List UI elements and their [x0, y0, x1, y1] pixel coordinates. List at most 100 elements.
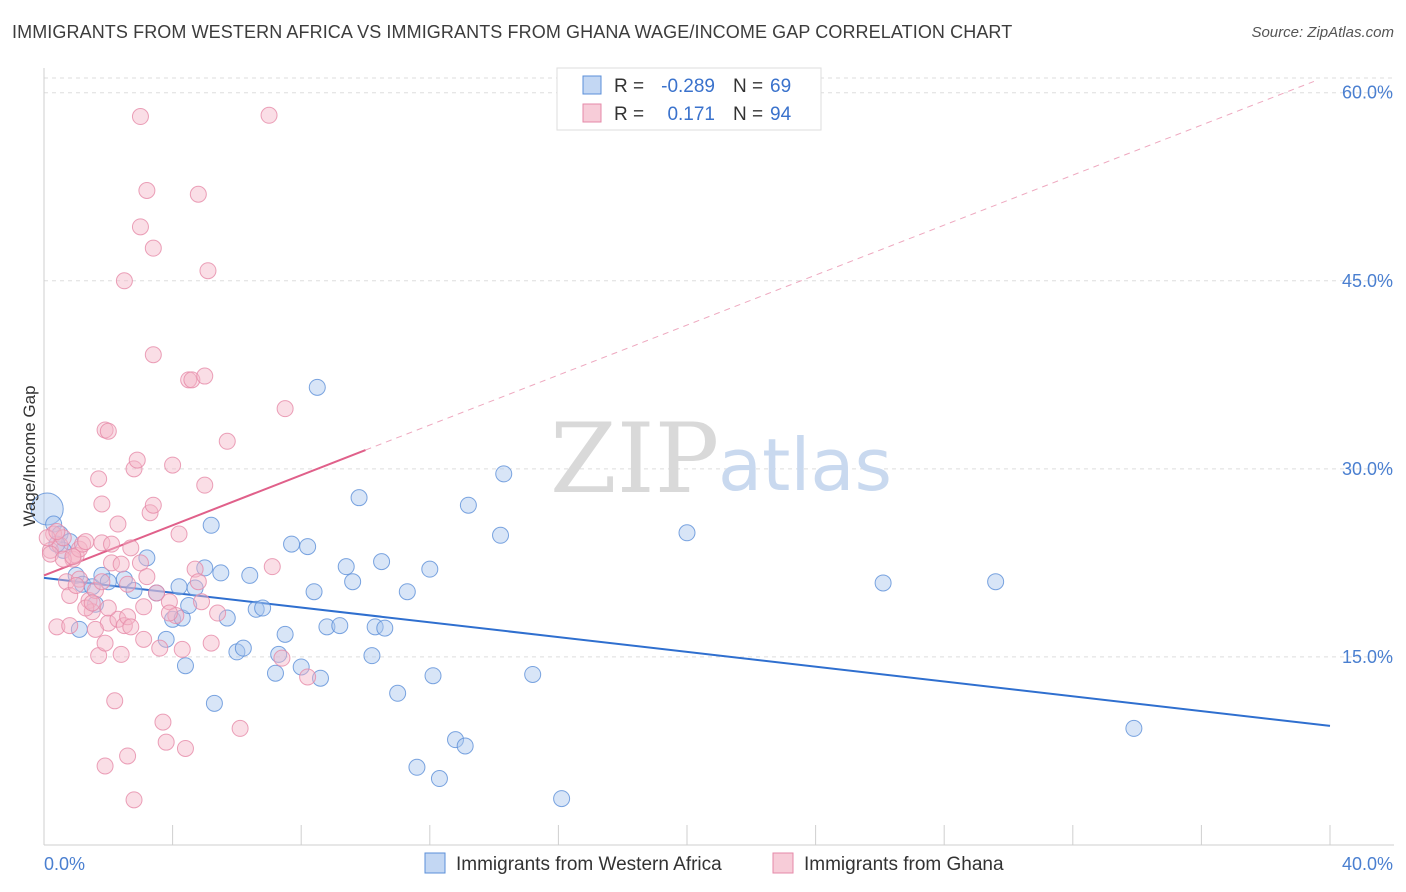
y-tick-label-45: 45.0%: [1342, 271, 1393, 291]
legend-n-value-1: 69: [770, 76, 791, 97]
point-western-africa-39: [299, 538, 317, 556]
point-ghana-26: [125, 460, 143, 478]
point-ghana-32: [144, 496, 162, 514]
legend-n-value-2: 94: [770, 104, 792, 125]
point-ghana-91: [67, 576, 85, 594]
point-western-africa-56: [308, 378, 326, 396]
point-ghana-70: [299, 668, 317, 686]
point-western-africa-53: [421, 560, 439, 578]
point-ghana-65: [260, 106, 278, 124]
point-western-africa-61: [492, 526, 510, 544]
point-western-africa-67: [987, 573, 1005, 591]
point-ghana-25: [122, 539, 140, 557]
point-ghana-55: [189, 185, 207, 203]
legend-r-label-2: R =: [614, 104, 644, 125]
legend-n-label-1: N =: [733, 76, 763, 97]
trend-line-ghana: [43, 449, 366, 577]
point-ghana-4: [48, 618, 66, 636]
y-axis-label: Wage/Income Gap: [20, 385, 39, 526]
point-ghana-54: [138, 181, 156, 199]
point-ghana-49: [199, 262, 217, 280]
point-ghana-5: [58, 573, 76, 591]
point-ghana-35: [154, 713, 172, 731]
point-western-africa-40: [305, 583, 323, 601]
point-ghana-16: [93, 573, 111, 591]
point-ghana-87: [109, 515, 127, 533]
point-western-africa-46: [350, 489, 368, 507]
point-ghana-0: [41, 541, 59, 559]
point-western-africa-30: [234, 639, 252, 657]
point-ghana-44: [183, 371, 201, 389]
point-ghana-64: [218, 432, 236, 450]
point-western-africa-28: [218, 609, 236, 627]
watermark-zip: ZIP: [550, 403, 719, 515]
trend-line-western-africa: [43, 576, 1331, 727]
point-ghana-58: [115, 272, 133, 290]
point-ghana-27: [128, 451, 146, 469]
point-ghana-17: [96, 634, 114, 652]
point-ghana-53: [131, 108, 149, 126]
point-western-africa-43: [331, 617, 349, 635]
series-legend: Immigrants from Western Africa Immigrant…: [424, 852, 1004, 875]
point-ghana-38: [164, 456, 182, 474]
point-western-africa-24: [176, 657, 194, 675]
trend-lines: [43, 80, 1331, 727]
point-ghana-45: [186, 560, 204, 578]
point-ghana-36: [157, 733, 175, 751]
x-tick-labels: 0.0% 40.0%: [44, 854, 1393, 874]
point-western-africa-33: [254, 599, 272, 617]
point-ghana-69: [273, 649, 291, 667]
legend-n-label-2: N =: [733, 104, 763, 125]
point-ghana-82: [83, 594, 101, 612]
point-western-africa-68: [1125, 719, 1143, 737]
point-western-africa-66: [874, 574, 892, 592]
point-ghana-93: [160, 604, 178, 622]
point-western-africa-38: [292, 658, 310, 676]
point-western-africa-55: [408, 758, 426, 776]
point-ghana-74: [135, 598, 153, 616]
point-ghana-62: [90, 470, 108, 488]
point-ghana-90: [122, 618, 140, 636]
point-ghana-76: [41, 545, 59, 563]
series-ghana: [38, 106, 317, 809]
series-legend-label-western-africa: Immigrants from Western Africa: [456, 854, 722, 875]
point-western-africa-64: [553, 790, 571, 808]
data-points: [30, 106, 1143, 809]
point-western-africa-49: [363, 647, 381, 665]
point-western-africa-9: [93, 566, 111, 584]
point-western-africa-52: [398, 583, 416, 601]
point-western-africa-32: [247, 600, 265, 618]
point-western-africa-57: [430, 770, 448, 788]
point-ghana-41: [173, 640, 191, 658]
legend-r-label-1: R =: [614, 76, 644, 97]
point-western-africa-44: [337, 558, 355, 576]
y-tick-label-60: 60.0%: [1342, 83, 1393, 103]
point-ghana-42: [176, 739, 194, 757]
point-ghana-92: [61, 617, 79, 635]
point-western-africa-51: [389, 684, 407, 702]
point-ghana-23: [115, 617, 133, 635]
point-ghana-59: [196, 367, 214, 385]
chart-title: IMMIGRANTS FROM WESTERN AFRICA VS IMMIGR…: [12, 22, 1013, 42]
point-ghana-89: [119, 608, 137, 626]
point-ghana-67: [231, 719, 249, 737]
point-western-africa-20: [170, 578, 188, 596]
point-western-africa-34: [266, 664, 284, 682]
watermark: ZIP atlas: [550, 403, 892, 515]
point-ghana-6: [61, 586, 79, 604]
point-ghana-71: [96, 757, 114, 775]
point-ghana-48: [196, 476, 214, 494]
point-ghana-78: [54, 550, 72, 568]
legend-r-value-2: 0.171: [667, 104, 715, 125]
point-ghana-63: [93, 495, 111, 513]
x-tick-label-max: 40.0%: [1342, 854, 1393, 874]
x-tick-label-min: 0.0%: [44, 854, 85, 874]
point-western-africa-17: [157, 630, 175, 648]
point-ghana-73: [125, 791, 143, 809]
point-ghana-83: [86, 620, 104, 638]
y-tick-labels: 15.0% 30.0% 45.0% 60.0%: [1342, 83, 1393, 667]
series-legend-swatch-western-africa: [424, 852, 446, 874]
point-ghana-34: [151, 639, 169, 657]
point-western-africa-42: [318, 618, 336, 636]
